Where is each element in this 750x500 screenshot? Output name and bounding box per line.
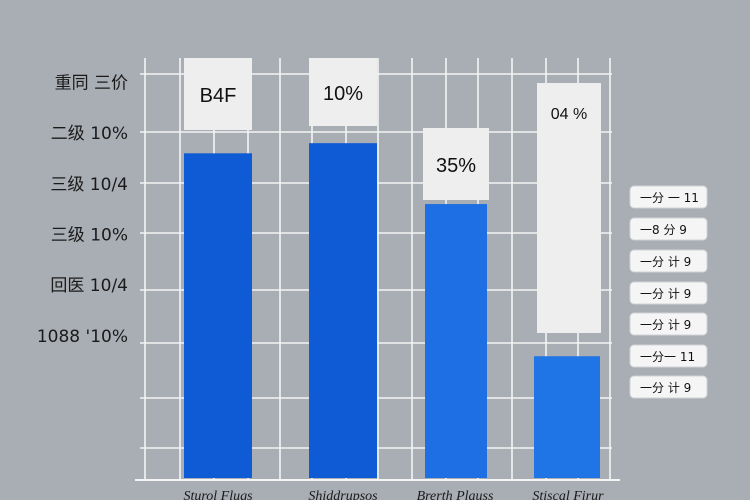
legend-item-box (629, 312, 708, 336)
data-label-2: 35% (436, 155, 476, 177)
y-tick-label: 回医 10/4 (50, 276, 128, 296)
legend-item-box (629, 344, 708, 368)
legend-item-label: 一分 计 9 (640, 255, 691, 269)
data-label-box-2 (423, 128, 489, 200)
data-label-box-3 (537, 83, 601, 333)
data-label-1: 10% (323, 83, 363, 105)
bar-1 (309, 143, 377, 479)
bar-0 (184, 153, 252, 478)
legend-item-label: 一8 分 9 (640, 223, 687, 237)
data-label-3: 04 % (551, 106, 587, 123)
bar-3 (534, 356, 600, 478)
bars-group (184, 143, 600, 479)
data-labels-group: B4F 10% 35% 04 % (184, 58, 601, 333)
y-tick-label: 三级 10% (51, 225, 128, 245)
data-label-0: B4F (200, 85, 237, 107)
y-tick-label: 重同 三价 (55, 73, 128, 93)
legend-item-box (629, 375, 708, 399)
legend-item-label: 一分 计 9 (640, 318, 691, 332)
x-tick-label: Stiscal Firur (532, 489, 604, 500)
y-tick-labels: 1088 '10% 回医 10/4 三级 10% 三级 10/4 二级 10% 重同 三价 (37, 73, 128, 347)
legend-item-label: 一分一 11 (640, 350, 695, 364)
data-label-box-0 (184, 58, 252, 130)
x-tick-labels: Sturol Flugs Shiddrupsos Brerth Plauss Stis… (183, 489, 604, 500)
data-label-box-1 (309, 58, 377, 126)
legend-item-box (629, 281, 708, 305)
y-tick-label: 三级 10/4 (50, 175, 128, 195)
legend-item-label: 一分 计 9 (640, 287, 691, 301)
y-tick-label: 1088 '10% (37, 327, 128, 347)
bar-2 (425, 204, 487, 479)
legend-item-label: 一分 计 9 (640, 381, 691, 395)
legend-item-box (629, 185, 708, 209)
legend-item-box (629, 217, 708, 241)
x-tick-label: Sturol Flugs (183, 489, 253, 500)
legend: 一分 一 11 一8 分 9 一分 计 9 一分 计 9 一分 计 9 一分一 11 一分 … (629, 185, 708, 399)
y-tick-label: 二级 10% (51, 124, 128, 144)
legend-item-box (629, 249, 708, 273)
x-tick-label: Brerth Plauss (417, 489, 494, 500)
x-tick-label: Shiddrupsos (308, 489, 378, 500)
legend-item-label: 一分 一 11 (640, 191, 699, 205)
